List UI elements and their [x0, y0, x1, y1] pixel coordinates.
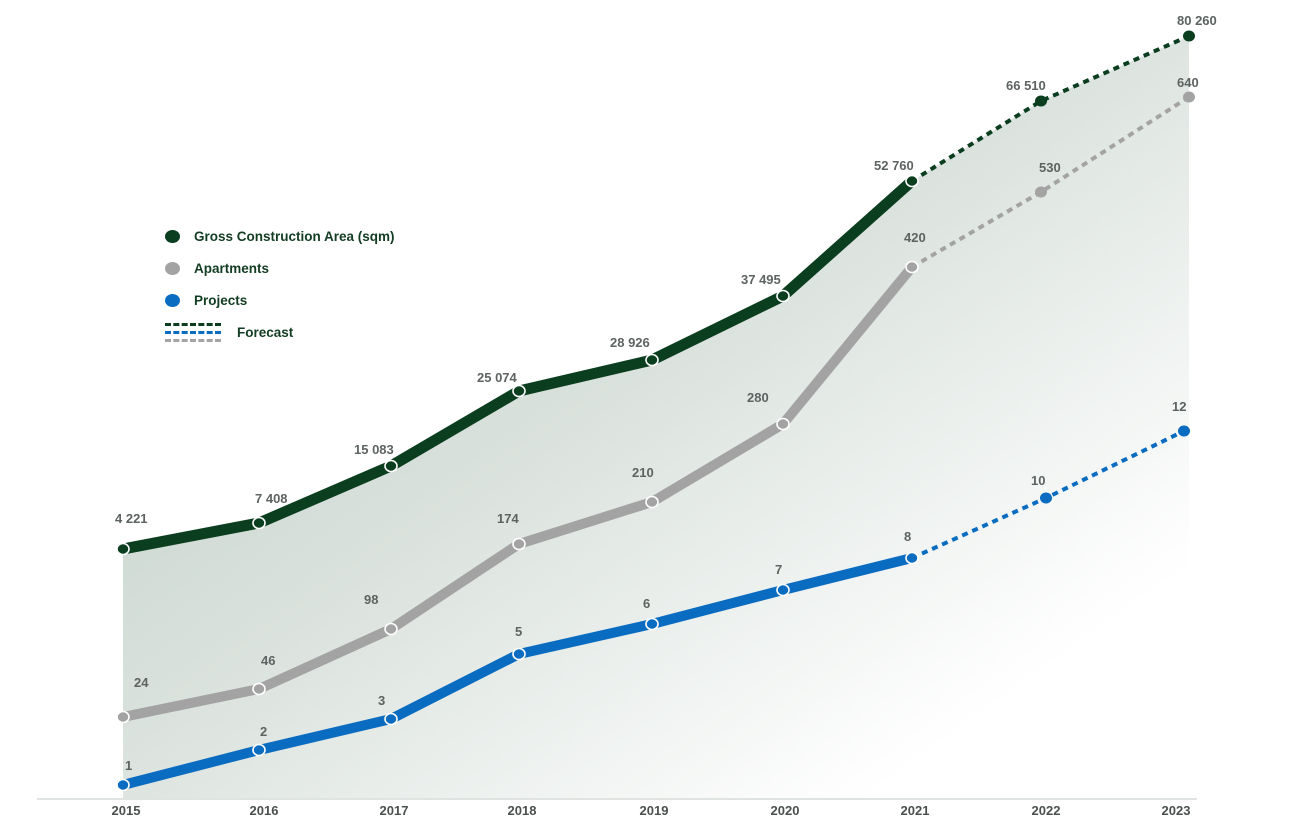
point-gca[interactable]: [252, 516, 266, 530]
value-label-gca: 4 221: [115, 511, 148, 526]
point-apartments[interactable]: [512, 537, 526, 551]
value-label-projects: 6: [643, 596, 650, 611]
value-label-projects: 8: [904, 529, 911, 544]
point-gca[interactable]: [905, 174, 919, 188]
point-projects[interactable]: [1040, 492, 1052, 504]
point-apartments[interactable]: [905, 260, 919, 274]
legend-item-apartments[interactable]: Apartments: [165, 252, 395, 284]
point-gca[interactable]: [1183, 30, 1195, 42]
point-apartments[interactable]: [645, 495, 659, 509]
legend-label: Gross Construction Area (sqm): [194, 228, 395, 244]
legend-label: Projects: [194, 292, 248, 308]
legend-label: Forecast: [237, 324, 294, 340]
point-gca[interactable]: [645, 353, 659, 367]
point-gca[interactable]: [384, 459, 398, 473]
value-label-gca: 80 260: [1177, 13, 1217, 28]
value-label-gca: 25 074: [477, 370, 518, 385]
x-tick-label: 2016: [250, 803, 279, 818]
point-apartments[interactable]: [1183, 91, 1195, 103]
point-projects[interactable]: [116, 778, 130, 792]
point-projects[interactable]: [512, 647, 526, 661]
value-label-apartments: 530: [1039, 160, 1061, 175]
point-apartments[interactable]: [252, 682, 266, 696]
value-label-apartments: 640: [1177, 75, 1199, 90]
x-tick-label: 2020: [771, 803, 800, 818]
point-gca[interactable]: [116, 542, 130, 556]
value-label-projects: 2: [260, 724, 267, 739]
legend-item-forecast[interactable]: Forecast: [165, 316, 395, 348]
value-label-projects: 12: [1172, 399, 1186, 414]
value-label-apartments: 174: [497, 511, 519, 526]
value-label-projects: 5: [515, 624, 522, 639]
value-label-apartments: 98: [364, 592, 378, 607]
point-projects[interactable]: [384, 712, 398, 726]
legend-dot-icon: [165, 229, 180, 243]
value-label-apartments: 24: [134, 675, 149, 690]
point-projects[interactable]: [1178, 425, 1190, 437]
point-apartments[interactable]: [384, 622, 398, 636]
value-label-apartments: 420: [904, 230, 926, 245]
legend-item-gca[interactable]: Gross Construction Area (sqm): [165, 220, 395, 252]
point-gca[interactable]: [512, 384, 526, 398]
value-label-projects: 7: [775, 562, 782, 577]
value-label-gca: 37 495: [741, 272, 781, 287]
forecast-line-apartments: [910, 95, 1191, 269]
point-projects[interactable]: [776, 583, 790, 597]
value-label-projects: 1: [125, 758, 132, 773]
point-projects[interactable]: [252, 743, 266, 757]
x-tick-label: 2017: [380, 803, 409, 818]
x-tick-label: 2022: [1032, 803, 1061, 818]
point-gca[interactable]: [1035, 95, 1047, 107]
legend-item-projects[interactable]: Projects: [165, 284, 395, 316]
value-label-projects: 10: [1031, 473, 1045, 488]
value-label-projects: 3: [378, 693, 385, 708]
value-label-apartments: 280: [747, 390, 769, 405]
point-apartments[interactable]: [116, 710, 130, 724]
x-tick-label: 2018: [508, 803, 537, 818]
x-tick-label: 2021: [901, 803, 930, 818]
legend-label: Apartments: [194, 260, 270, 276]
legend-dot-icon: [165, 293, 180, 307]
x-tick-label: 2019: [640, 803, 669, 818]
value-label-apartments: 46: [261, 653, 275, 668]
x-tick-label: 2015: [112, 803, 141, 818]
area-fill-gca: [123, 36, 1189, 799]
value-label-gca: 52 760: [874, 158, 914, 173]
value-label-gca: 7 408: [255, 491, 288, 506]
value-label-apartments: 210: [632, 465, 654, 480]
point-gca[interactable]: [776, 289, 790, 303]
point-projects[interactable]: [645, 617, 659, 631]
value-label-gca: 15 083: [354, 442, 394, 457]
point-projects[interactable]: [905, 551, 919, 565]
value-label-gca: 28 926: [610, 335, 650, 350]
point-apartments[interactable]: [1035, 186, 1047, 198]
dashed-lines-icon: [165, 320, 221, 344]
x-tick-label: 2023: [1162, 803, 1191, 818]
value-label-gca: 66 510: [1006, 78, 1046, 93]
point-apartments[interactable]: [776, 417, 790, 431]
legend-dot-icon: [165, 261, 180, 275]
legend: Gross Construction Area (sqm) Apartments…: [165, 220, 395, 348]
